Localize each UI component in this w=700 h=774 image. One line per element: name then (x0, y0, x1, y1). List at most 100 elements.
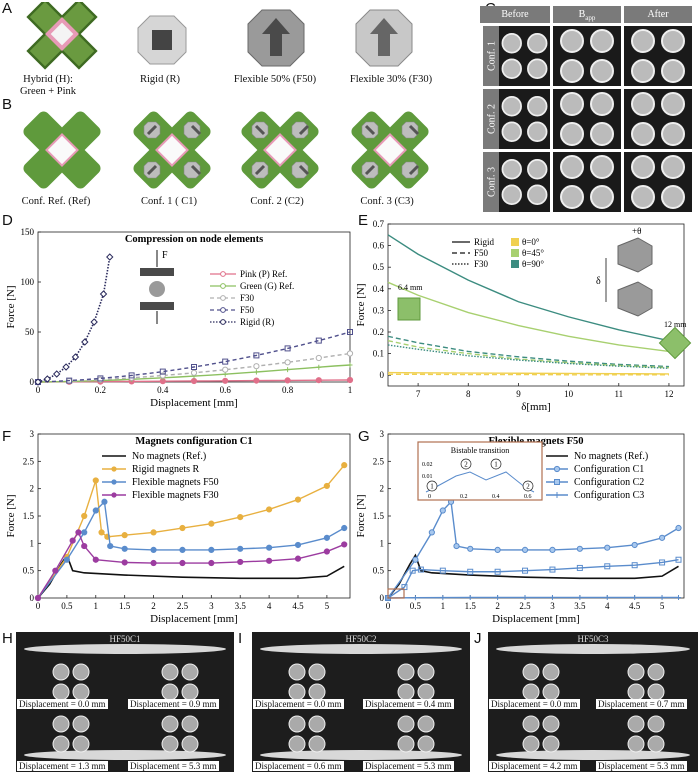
config-ref-icon (19, 110, 105, 193)
inset-x-tick: 0.6 (524, 494, 532, 500)
i-caption-1: Displacement = 0.0 mm (253, 699, 344, 709)
data-point (75, 529, 82, 536)
data-point (237, 558, 244, 566)
data-point (294, 555, 302, 562)
data-point (346, 376, 354, 384)
x-tick-label: 3 (209, 601, 214, 611)
data-point (53, 370, 61, 378)
caption-rigid: Rigid (R) (140, 74, 180, 85)
y-tick-label: 1 (380, 538, 385, 548)
series-line-2 (387, 559, 679, 599)
inset-frame (417, 441, 543, 501)
data-point (179, 559, 186, 567)
force-label: F (162, 250, 168, 261)
data-point (121, 545, 128, 552)
data-point (34, 594, 42, 602)
chart-e: 0 0.1 0.2 0.3 0.4 0.5 0.6 0.7 7 8 9 10 11 12 δ[mm] Forc… (356, 220, 692, 413)
data-point (604, 563, 611, 570)
x-tick-label: 1 (441, 601, 446, 611)
data-point (439, 507, 446, 514)
x-tick-label: 3.5 (574, 601, 586, 611)
legend-label: No magnets (Ref.) (132, 451, 206, 462)
data-point (604, 544, 611, 551)
h-caption-4: Displacement = 5.3 mm (128, 761, 219, 771)
caption-conf-3: Conf. 3 (C3) (360, 196, 414, 207)
data-point (128, 372, 135, 379)
x-tick-label: 1.5 (119, 601, 131, 611)
legend-label: Rigid (R) (240, 317, 274, 327)
x-tick-label: 1 (348, 385, 353, 395)
caption-hybrid-2: Green + Pink (19, 86, 77, 97)
inset-state-label: 2 (526, 483, 530, 491)
data-point (439, 567, 446, 574)
legend-angle-swatch (511, 249, 519, 257)
y-tick-label: 0.5 (373, 566, 385, 576)
legend-marker (554, 492, 560, 498)
data-point (253, 369, 259, 375)
data-point (71, 353, 80, 361)
caption-f30: Flexible 30% (F30) (349, 74, 433, 85)
data-point (284, 345, 291, 352)
data-point (43, 375, 52, 383)
data-point (631, 562, 638, 569)
data-point (522, 567, 529, 574)
y-tick-label: 3 (30, 429, 35, 439)
inset-state-label: 2 (464, 461, 468, 469)
y-tick-label: 2 (380, 484, 385, 494)
zoom-region-box (387, 588, 405, 599)
data-point (81, 338, 89, 346)
magnet-top-icon (617, 237, 653, 273)
series-line-2 (387, 335, 669, 368)
inset-state-label: 1 (494, 461, 498, 469)
i-caption-3: Displacement = 0.6 mm (253, 761, 344, 771)
legend-angle-label: θ=45° (522, 248, 544, 258)
x-axis-label: δ[mm] (521, 401, 551, 413)
data-point (208, 559, 215, 567)
data-point (604, 594, 610, 600)
caption-f50: Flexible 50% (F50) (233, 74, 317, 85)
data-point (631, 541, 638, 549)
data-point (453, 542, 460, 550)
data-point (576, 545, 583, 552)
y-tick-label: 0.4 (373, 284, 385, 294)
y-tick-label: 2.5 (23, 456, 35, 466)
x-tick-label: 0 (386, 601, 391, 611)
series-line-1 (387, 500, 679, 599)
x-tick-label: 0 (36, 601, 41, 611)
y-tick-label: 1 (30, 538, 35, 548)
data-point (675, 524, 682, 532)
data-point (179, 546, 186, 553)
legend-label: Green (G) Ref. (240, 281, 294, 291)
photo-conf-1-2 (553, 26, 621, 86)
legend-label: F50 (240, 305, 255, 315)
legend-marker (111, 466, 117, 472)
x-tick-label: 5 (660, 601, 665, 611)
inset-x-tick: 0 (428, 494, 431, 500)
data-point (121, 532, 128, 539)
data-point (417, 566, 424, 573)
delta-label: δ (596, 276, 601, 287)
inset-x-tick: 0.4 (492, 494, 500, 500)
flexible-30-element-icon (355, 9, 413, 67)
data-point (208, 546, 215, 553)
y-tick-label: 2.5 (373, 456, 385, 466)
data-point (237, 513, 244, 521)
y-axis-label: Force [N] (5, 285, 17, 328)
h-caption-1: Displacement = 0.0 mm (17, 699, 108, 709)
y-tick-label: 0 (30, 377, 35, 387)
h-caption-2: Displacement = 0.9 mm (128, 699, 219, 709)
photo-conf-1-1 (499, 26, 550, 86)
annotation-6-4mm: 6.4 mm (398, 283, 423, 292)
data-point (34, 378, 42, 386)
header-before: Before (480, 6, 550, 23)
y-tick-label: 0 (380, 593, 385, 603)
legend-angle-swatch (511, 238, 519, 246)
data-point (323, 548, 330, 555)
x-tick-label: 1 (94, 601, 99, 611)
data-point (150, 546, 157, 553)
chart-d: 0 50 100 150 0 0.2 0.4 0.6 0.8 1 Displacement [mm]… (5, 227, 354, 409)
data-point (467, 545, 474, 552)
photo-conf-1-3 (624, 26, 692, 86)
chart-g: 0 0.5 1 1.5 2 2.5 3 0 0.5 1 1.5 2 2.5 3 3.5 4 4.5 5 Displa… (356, 429, 685, 624)
header-bapp-sub: app (585, 14, 596, 22)
